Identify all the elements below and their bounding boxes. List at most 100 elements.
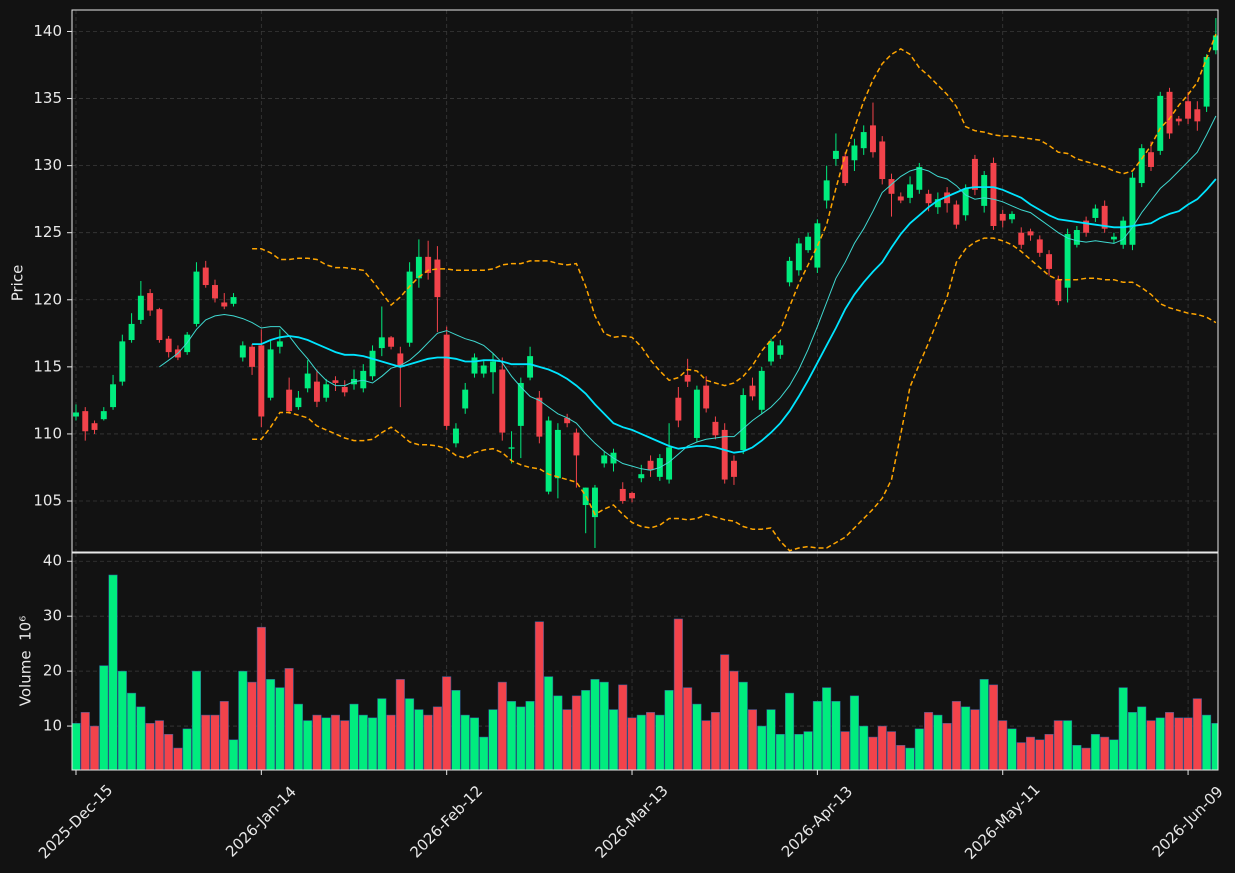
volume-bar	[1053, 720, 1063, 770]
candle-body	[212, 285, 218, 299]
volume-bar	[293, 703, 303, 770]
volume-bar	[859, 725, 869, 770]
volume-bar	[460, 714, 470, 770]
candle-body	[601, 455, 608, 464]
candle-body	[684, 374, 691, 382]
volume-bar	[469, 717, 479, 770]
candle-body	[1036, 239, 1043, 253]
candle-body	[82, 411, 89, 432]
volume-frame	[71, 552, 1219, 771]
volume-bar	[599, 681, 609, 770]
volume-bar	[961, 706, 971, 770]
price-axis-label: Price	[9, 265, 27, 302]
candle-body	[1092, 208, 1099, 218]
candle-body	[221, 302, 228, 307]
volume-bar	[488, 709, 498, 770]
candle-body	[832, 150, 839, 159]
y-tick-label: 20	[43, 662, 62, 680]
candle-body	[360, 370, 367, 389]
volume-bar	[822, 687, 832, 770]
volume-bar	[275, 687, 285, 770]
candle-body	[907, 184, 914, 198]
candle-body	[443, 334, 450, 426]
candle-body	[1138, 148, 1145, 184]
candle-body	[842, 156, 849, 184]
candle-body	[554, 429, 561, 479]
volume-bar	[785, 692, 795, 770]
volume-bar	[1072, 745, 1082, 770]
candle-body	[388, 337, 395, 347]
price-frame	[71, 9, 1219, 553]
volume-bar	[1174, 717, 1184, 770]
volume-bar	[1165, 712, 1175, 770]
candle-body	[1083, 220, 1090, 233]
candle-body	[953, 204, 960, 225]
candle-body	[147, 293, 154, 311]
candle-body	[527, 356, 534, 378]
candle-body	[1157, 95, 1164, 151]
volume-bar	[1044, 734, 1054, 770]
candle-body	[480, 365, 487, 374]
volume-bar	[1016, 742, 1026, 770]
volume-bar	[924, 712, 934, 770]
candle-body	[721, 429, 728, 480]
candle-body	[1110, 236, 1117, 240]
candle-body	[731, 460, 737, 477]
volume-bar	[127, 692, 137, 770]
volume-bar	[831, 701, 841, 770]
candle-body	[591, 487, 598, 518]
volume-bar	[1035, 739, 1045, 770]
volume-bar	[432, 706, 442, 770]
volume-bar	[553, 695, 563, 770]
candle-body	[647, 460, 654, 471]
candle-body	[267, 349, 274, 398]
volume-bar	[303, 720, 313, 770]
volume-bar	[747, 709, 758, 770]
candle-body	[971, 158, 978, 190]
candle-body	[378, 337, 385, 349]
candle-body	[517, 382, 524, 426]
volume-bar	[117, 670, 127, 770]
volume-bar	[933, 714, 943, 770]
candle-body	[1120, 220, 1127, 245]
candle-body	[916, 166, 923, 190]
volume-bar	[1100, 736, 1110, 770]
volume-bar	[247, 681, 257, 770]
candle-body	[786, 260, 793, 283]
volume-bar	[673, 618, 683, 770]
volume-bar	[516, 706, 526, 770]
volume-bar	[692, 703, 702, 770]
volume-bar	[386, 714, 396, 770]
volume-bar	[266, 679, 276, 770]
candle-body	[805, 236, 812, 251]
candle-body	[249, 346, 256, 367]
volume-axis-label: Volume 10⁶	[17, 616, 35, 706]
volume-bar	[618, 684, 628, 770]
y-tick-label: 110	[33, 424, 62, 442]
volume-bar	[442, 676, 452, 770]
volume-plot	[72, 574, 1218, 770]
volume-bar	[701, 720, 711, 770]
candle-body	[693, 389, 700, 438]
candle-body	[777, 345, 784, 355]
candle-body	[619, 488, 626, 502]
candle-body	[508, 447, 515, 449]
volume-bar	[627, 717, 637, 770]
candle-body	[341, 386, 348, 393]
volume-bar	[683, 687, 693, 770]
candle-body	[934, 199, 941, 208]
volume-bar	[330, 714, 340, 770]
candle-body	[239, 345, 246, 358]
candle-body	[490, 361, 496, 373]
y-tick-label: 125	[33, 223, 62, 241]
candle-body	[1101, 205, 1108, 229]
candle-body	[1212, 35, 1218, 51]
volume-bar	[812, 701, 822, 770]
candle-body	[944, 192, 951, 204]
volume-bar	[405, 698, 415, 770]
volume-bar	[775, 734, 785, 770]
volume-bar	[1202, 714, 1212, 770]
candle-body	[888, 179, 895, 194]
volume-bar	[1183, 717, 1193, 770]
candle-body	[768, 341, 775, 362]
